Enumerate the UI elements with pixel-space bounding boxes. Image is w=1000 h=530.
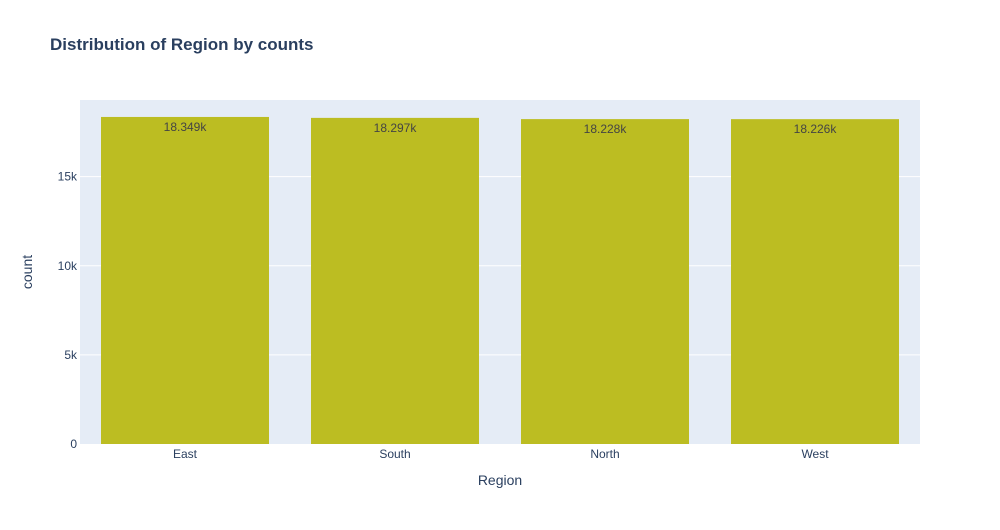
bar-value-label: 18.297k <box>374 121 418 135</box>
y-tick-label: 10k <box>58 259 78 273</box>
bar-east[interactable] <box>101 116 269 444</box>
bar-south[interactable] <box>311 117 479 444</box>
bar-value-label: 18.226k <box>794 122 838 136</box>
bar-value-label: 18.228k <box>584 122 628 136</box>
bar-north[interactable] <box>521 119 689 444</box>
bars <box>101 116 899 445</box>
y-tick-label: 15k <box>58 170 78 184</box>
x-tick-label: South <box>379 447 410 461</box>
x-axis-title: Region <box>478 472 522 488</box>
y-tick-label: 5k <box>64 348 78 362</box>
y-axis-title: count <box>19 255 35 289</box>
x-tick-label: East <box>173 447 198 461</box>
x-tick-label: North <box>590 447 619 461</box>
bar-west[interactable] <box>731 119 899 445</box>
chart-title: Distribution of Region by counts <box>50 35 313 54</box>
x-axis-ticks: East South North West <box>173 447 829 461</box>
y-tick-label: 0 <box>70 437 77 451</box>
bar-value-labels: 18.349k 18.297k 18.228k 18.226k <box>164 120 838 136</box>
bar-value-label: 18.349k <box>164 120 208 134</box>
y-axis-ticks: 0 5k 10k 15k <box>58 170 78 451</box>
x-tick-label: West <box>801 447 829 461</box>
